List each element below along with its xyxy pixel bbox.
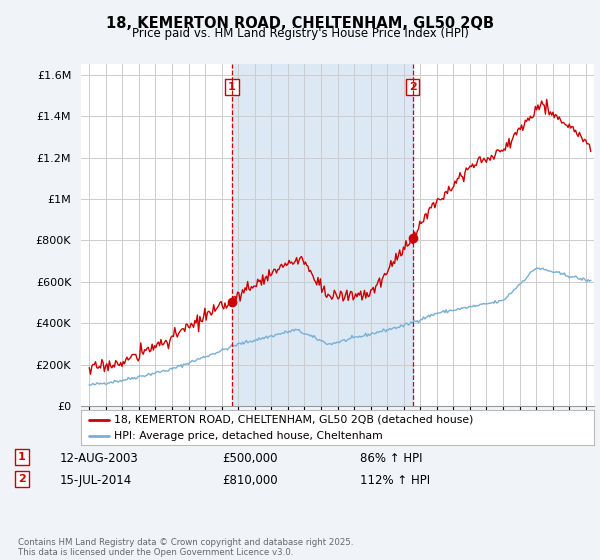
Text: £500,000: £500,000 <box>222 452 277 465</box>
Text: 1: 1 <box>18 452 26 462</box>
Bar <box>232 64 413 406</box>
Text: HPI: Average price, detached house, Cheltenham: HPI: Average price, detached house, Chel… <box>115 431 383 441</box>
Text: 86% ↑ HPI: 86% ↑ HPI <box>360 452 422 465</box>
Text: 1: 1 <box>228 82 236 92</box>
Text: Contains HM Land Registry data © Crown copyright and database right 2025.
This d: Contains HM Land Registry data © Crown c… <box>18 538 353 557</box>
Text: 12-AUG-2003: 12-AUG-2003 <box>60 452 139 465</box>
Text: 2: 2 <box>409 82 416 92</box>
Text: 18, KEMERTON ROAD, CHELTENHAM, GL50 2QB: 18, KEMERTON ROAD, CHELTENHAM, GL50 2QB <box>106 16 494 31</box>
Text: Price paid vs. HM Land Registry's House Price Index (HPI): Price paid vs. HM Land Registry's House … <box>131 27 469 40</box>
Text: £810,000: £810,000 <box>222 474 278 487</box>
Text: 15-JUL-2014: 15-JUL-2014 <box>60 474 132 487</box>
Text: 2: 2 <box>18 474 26 484</box>
Text: 112% ↑ HPI: 112% ↑ HPI <box>360 474 430 487</box>
Text: 18, KEMERTON ROAD, CHELTENHAM, GL50 2QB (detached house): 18, KEMERTON ROAD, CHELTENHAM, GL50 2QB … <box>115 415 474 425</box>
